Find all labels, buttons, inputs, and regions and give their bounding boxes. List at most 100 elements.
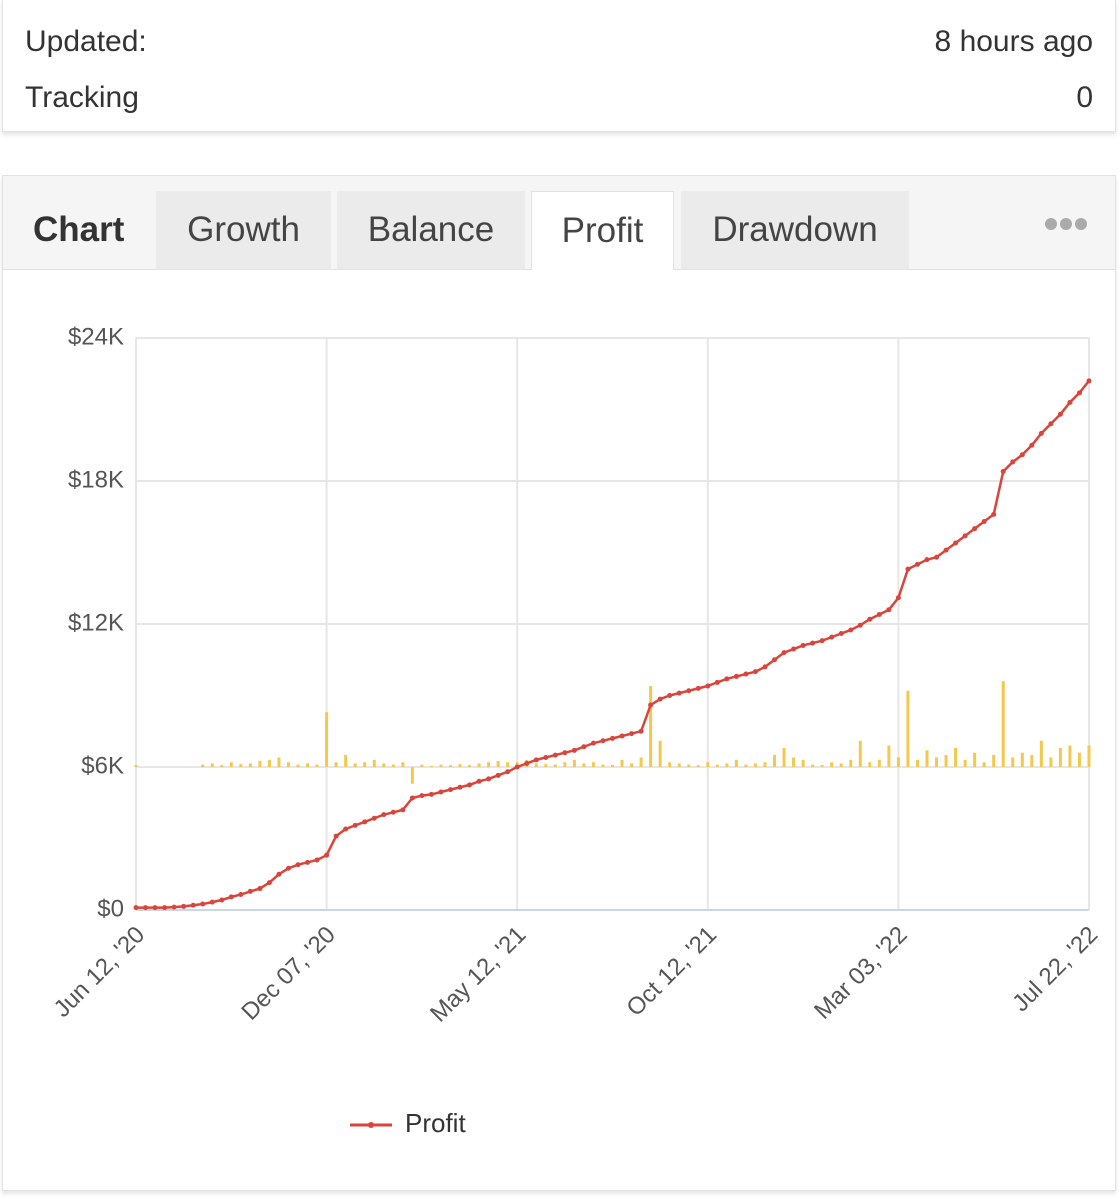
- y-tick-label: $6K: [81, 752, 124, 779]
- point: [171, 904, 177, 910]
- point: [295, 862, 301, 868]
- bar: [906, 690, 910, 767]
- point: [562, 750, 568, 756]
- point: [543, 754, 549, 760]
- bar: [487, 762, 491, 767]
- point: [934, 554, 940, 560]
- point: [629, 731, 635, 737]
- legend-swatch: [368, 1122, 374, 1128]
- point: [791, 646, 797, 652]
- point: [143, 905, 149, 911]
- point: [638, 728, 644, 734]
- point: [733, 673, 739, 679]
- bar: [811, 764, 815, 767]
- point: [1057, 411, 1063, 417]
- bar: [315, 764, 319, 767]
- y-tick-label: $24K: [68, 323, 124, 350]
- bar: [496, 761, 500, 767]
- bar: [229, 762, 233, 767]
- bar: [801, 759, 805, 767]
- bar: [734, 759, 738, 767]
- point: [1000, 468, 1006, 474]
- bar: [1039, 740, 1043, 767]
- point: [390, 809, 396, 815]
- bar: [410, 767, 414, 784]
- point: [1029, 442, 1035, 448]
- point: [505, 769, 511, 775]
- bar: [839, 763, 843, 767]
- point: [276, 871, 282, 877]
- bar: [391, 764, 395, 767]
- point: [686, 688, 692, 694]
- bar: [239, 764, 243, 767]
- bar: [353, 763, 357, 767]
- point: [972, 526, 978, 532]
- point: [1038, 430, 1044, 436]
- tab[interactable]: Drawdown: [681, 191, 909, 269]
- bar: [286, 762, 290, 767]
- bar: [792, 757, 796, 767]
- point: [1076, 390, 1082, 396]
- bar: [944, 755, 948, 767]
- point: [190, 902, 196, 908]
- point: [905, 566, 911, 572]
- bar: [572, 759, 576, 767]
- bar: [248, 763, 252, 767]
- point: [219, 897, 225, 903]
- bar: [877, 759, 881, 767]
- bar: [868, 762, 872, 767]
- info-row: Updated: 8 hours ago: [25, 25, 1093, 59]
- info-label: Tracking: [25, 81, 139, 114]
- bar: [458, 764, 462, 767]
- bar: [1058, 747, 1062, 767]
- point: [772, 657, 778, 663]
- bar: [439, 764, 443, 767]
- point: [428, 791, 434, 797]
- point: [810, 640, 816, 646]
- tab-bar: Chart Growth Balance Profit Drawdown: [3, 176, 1115, 270]
- point: [981, 519, 987, 525]
- bar: [363, 762, 367, 767]
- bar: [468, 765, 472, 767]
- bar: [963, 759, 967, 767]
- tab[interactable]: Balance: [337, 191, 525, 269]
- point: [333, 833, 339, 839]
- point: [953, 540, 959, 546]
- legend-label: Profit: [405, 1108, 466, 1138]
- tab-active[interactable]: Profit: [531, 191, 674, 270]
- point: [676, 690, 682, 696]
- bar: [1030, 755, 1034, 767]
- point: [152, 905, 158, 911]
- bar: [372, 759, 376, 767]
- y-tick-label: $12K: [68, 609, 124, 636]
- tab[interactable]: Growth: [156, 191, 331, 269]
- point: [610, 735, 615, 741]
- bar: [773, 755, 777, 767]
- bar: [849, 759, 853, 767]
- bar: [658, 740, 662, 767]
- bar: [925, 750, 929, 767]
- more-button[interactable]: [1043, 214, 1089, 234]
- bar: [630, 763, 634, 767]
- bar: [448, 765, 452, 767]
- bar: [639, 757, 643, 767]
- bar: [696, 765, 700, 767]
- point: [991, 511, 997, 517]
- point: [266, 880, 272, 886]
- bar: [553, 764, 557, 767]
- bar: [401, 762, 405, 767]
- bar: [334, 762, 338, 767]
- point: [305, 859, 311, 865]
- bar: [563, 762, 567, 767]
- point: [133, 905, 139, 911]
- point: [457, 784, 463, 790]
- point: [886, 607, 892, 613]
- bar: [611, 765, 614, 767]
- bar: [544, 764, 548, 767]
- info-row: Tracking 0: [25, 81, 1093, 115]
- point: [247, 888, 253, 894]
- bar: [1001, 681, 1005, 767]
- bar: [134, 765, 138, 767]
- bar: [325, 712, 329, 767]
